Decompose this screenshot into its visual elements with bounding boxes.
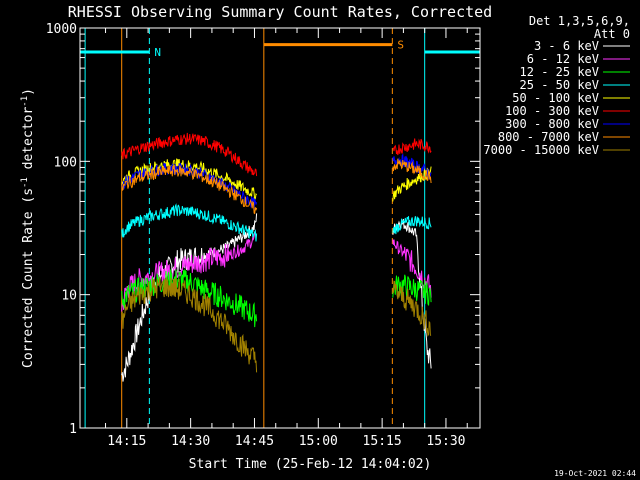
x-tick-label: 15:00	[299, 434, 338, 449]
series-line-4-segment-2	[392, 216, 432, 235]
series-line-4-segment-1	[121, 203, 258, 242]
legend-label: 800 - 7000 keV	[498, 130, 599, 144]
legend-label: 3 - 6 keV	[534, 39, 599, 53]
series-line-6-segment-1	[121, 132, 258, 177]
series-line-3-segment-1	[121, 269, 258, 328]
x-tick-label: 14:45	[235, 434, 274, 449]
y-axis-label-part-5: )	[21, 88, 36, 96]
series-line-7-segment-2	[392, 153, 432, 180]
x-axis: 14:15 14:30 14:45 15:00 15:15 15:30	[105, 28, 468, 449]
timestamp: 19-Oct-2021 02:44	[554, 469, 636, 478]
x-tick-label: 15:15	[363, 434, 402, 449]
legend-label: 100 - 300 keV	[505, 104, 599, 118]
series-line-2-segment-2	[392, 239, 432, 298]
legend-label: 25 - 50 keV	[520, 78, 599, 92]
y-axis: 1 10 100 1000	[46, 22, 480, 437]
legend-label: 12 - 25 keV	[520, 65, 599, 79]
orbit-flag-label: S	[397, 39, 404, 52]
y-axis-label-part-2: -1	[20, 177, 30, 188]
orbit-flag-label: N	[154, 46, 161, 59]
y-axis-label-part-3: detector	[21, 107, 36, 178]
series-line-8-segment-2	[392, 158, 432, 184]
series-layer	[121, 132, 432, 382]
x-tick-label: 15:30	[426, 434, 465, 449]
series-line-1-segment-1	[121, 213, 258, 382]
y-tick-label: 10	[61, 289, 77, 304]
y-tick-label: 1	[69, 422, 77, 437]
plot-frame	[79, 27, 481, 429]
series-line-5-segment-2	[392, 166, 432, 202]
series-line-9-segment-1	[121, 277, 258, 373]
y-tick-label: 100	[54, 155, 77, 170]
x-tick-label: 14:15	[107, 434, 146, 449]
legend-header-line-1: Det 1,3,5,6,9,	[529, 14, 630, 28]
marker-layer: NS	[80, 28, 480, 428]
y-axis-label-part-1: Corrected Count Rate (s	[21, 188, 36, 368]
y-tick-label: 1000	[46, 22, 77, 37]
series-line-8-segment-1	[121, 164, 258, 215]
legend-label: 300 - 800 keV	[505, 117, 599, 131]
series-line-3-segment-2	[392, 274, 432, 306]
legend-label: 7000 - 15000 keV	[483, 143, 599, 157]
legend-label: 50 - 100 keV	[512, 91, 599, 105]
series-line-6-segment-2	[392, 138, 432, 156]
legend-header-line-2: Att 0	[594, 27, 630, 41]
x-axis-label: Start Time (25-Feb-12 14:04:02)	[189, 457, 432, 472]
series-line-9-segment-2	[392, 280, 432, 337]
chart-title: RHESSI Observing Summary Count Rates, Co…	[68, 3, 492, 21]
y-axis-label: Corrected Count Rate (s-1 detector-1)	[20, 88, 36, 368]
legend-label: 6 - 12 keV	[527, 52, 599, 66]
x-tick-label: 14:30	[171, 434, 210, 449]
series-line-5-segment-1	[121, 158, 258, 202]
y-axis-label-part-4: -1	[20, 96, 30, 107]
